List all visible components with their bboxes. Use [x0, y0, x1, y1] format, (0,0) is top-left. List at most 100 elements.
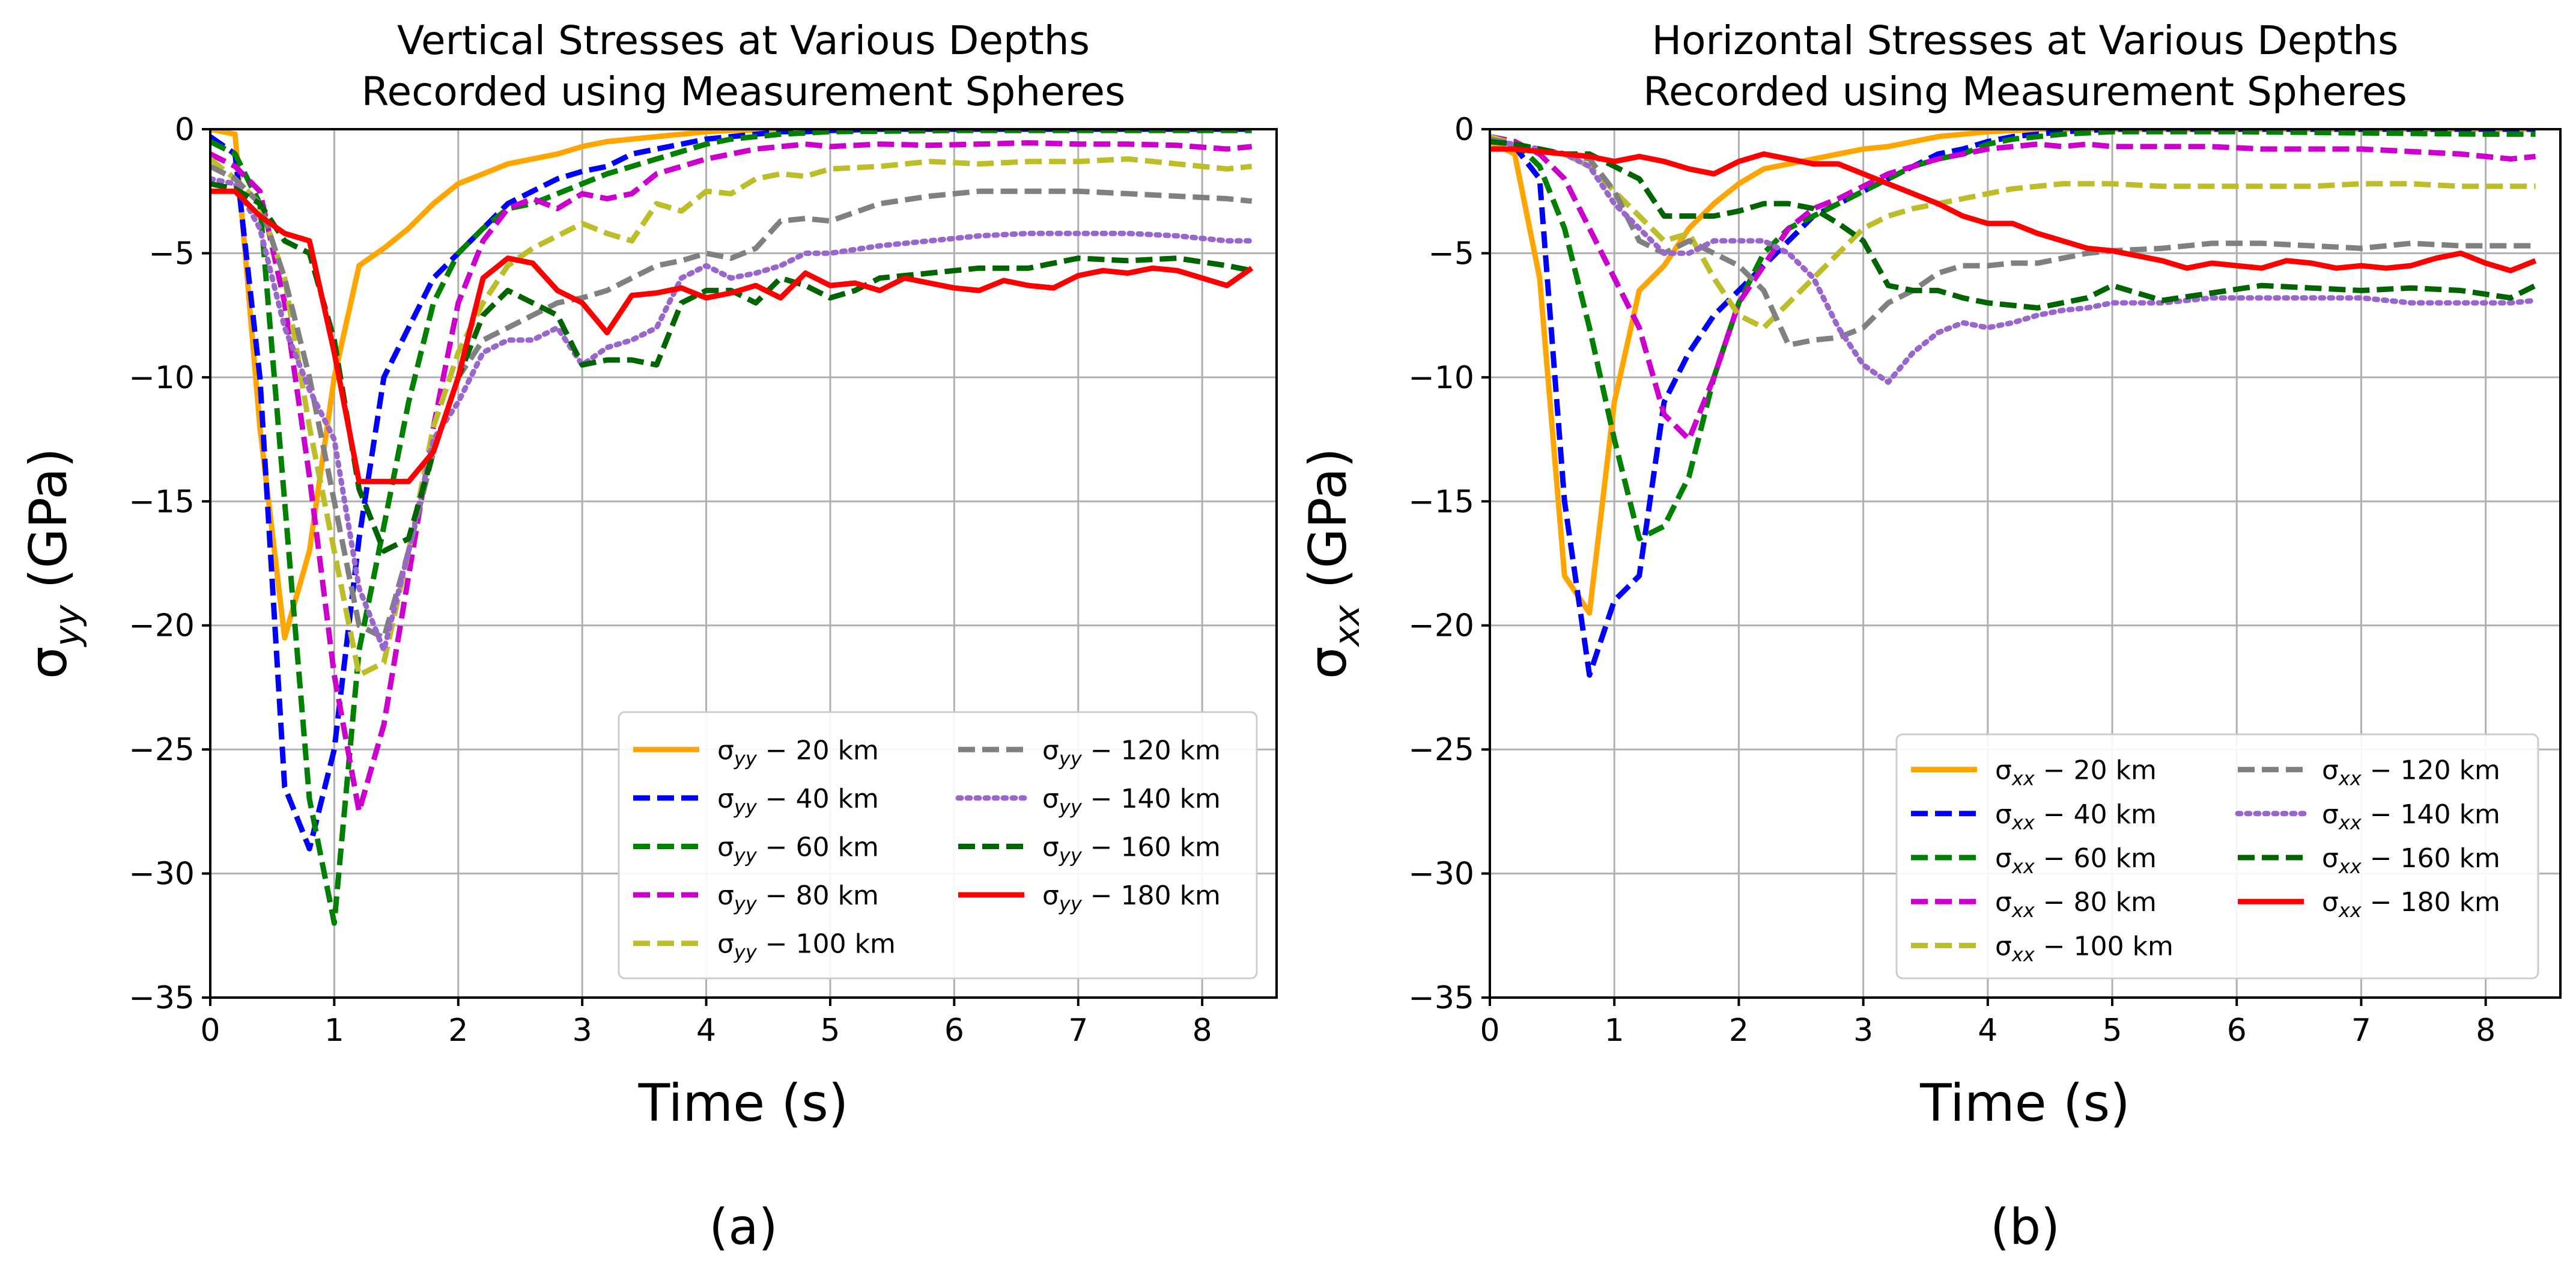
panel-b-legend-label: σxx − 20 km: [1995, 755, 2157, 790]
panel-b-legend-label: σxx − 160 km: [2322, 843, 2500, 878]
panel-a-x-tick-label: 0: [200, 1013, 220, 1049]
panel-a-legend-label-symbol: σ: [717, 832, 734, 863]
panel-a-legend-label-depth: − 20 km: [757, 735, 879, 766]
panel-b-series-line-60km: [1490, 129, 2536, 541]
panel-a-series-group: [210, 129, 1255, 926]
panel-b-legend-label: σxx − 100 km: [1995, 931, 2174, 966]
panel-a-x-tick-label: 8: [1192, 1013, 1212, 1049]
panel-a-legend-label-subscript: yy: [734, 747, 758, 770]
panel-b-legend-label: σxx − 80 km: [1995, 887, 2157, 922]
panel-a-y-axis-label: σyy (GPa): [19, 448, 88, 679]
panel-b-series-group: [1490, 129, 2539, 678]
panel-b-legend-label-symbol: σ: [1995, 799, 2012, 830]
panel-b-y-axis-label: σxx (GPa): [1298, 448, 1367, 679]
panel-a-series-line-80km: [210, 140, 1253, 814]
panel-b-y-tick-label: −20: [1408, 608, 1474, 644]
panel-a-legend-label-symbol: σ: [717, 784, 734, 814]
panel-b-x-tick-label: 6: [2227, 1013, 2247, 1049]
panel-a-legend-label-subscript: yy: [734, 844, 758, 867]
panel-b-title-line-2: Recorded using Measurement Spheres: [1643, 69, 2407, 115]
panel-a-y-axis-label-symbol: σ: [19, 646, 79, 679]
panel-a-legend-label-subscript: yy: [734, 941, 758, 964]
panel-a-y-tick-label: −25: [129, 732, 195, 768]
panel-b-y-tick-label: −5: [1428, 236, 1474, 272]
panel-a-legend-label-depth: − 80 km: [757, 880, 879, 911]
panel-a-legend-label: σyy − 40 km: [717, 784, 879, 818]
panel-a-y-tick-label: −35: [129, 980, 195, 1016]
panel-b-legend-label-subscript: xx: [2011, 811, 2035, 834]
panel-b-series-line-160km: [1490, 139, 2537, 311]
panel-b-legend-label-depth: − 40 km: [2035, 799, 2157, 830]
panel-b-legend-label: σxx − 140 km: [2322, 799, 2500, 834]
panel-a-x-tick-label: 3: [573, 1013, 592, 1049]
panel-b-series-line-100km: [1490, 134, 2536, 331]
panel-a-y-tick-label: −5: [148, 236, 195, 272]
panel-b-series-line-140km: [1490, 139, 2539, 385]
panel-a-x-axis-label: Time (s): [638, 1073, 849, 1133]
panel-a-legend-label-depth: − 60 km: [757, 832, 879, 863]
panel-a-legend-label: σyy − 80 km: [717, 880, 879, 915]
panel-a-legend-label-depth: − 160 km: [1082, 832, 1221, 863]
panel-a-legend-label-symbol: σ: [1042, 784, 1059, 814]
panel-a-legend-label-subscript: yy: [1059, 796, 1083, 818]
panel-a-series-line-140km: [210, 176, 1255, 653]
panel-a-x-tick-label: 1: [324, 1013, 344, 1049]
panel-b-y-tick-label: −35: [1408, 980, 1474, 1016]
panel-b-x-tick-label: 2: [1729, 1013, 1749, 1049]
panel-a-legend-label-symbol: σ: [1042, 735, 1059, 766]
panel-a-legend-label: σyy − 140 km: [1042, 784, 1221, 818]
panel-a-legend-label-subscript: yy: [734, 892, 758, 915]
panel-b-legend-label-symbol: σ: [1995, 931, 2012, 962]
panel-b-title-line-1: Horizontal Stresses at Various Depths: [1651, 17, 2398, 64]
panel-a-caption: (a): [709, 1199, 777, 1256]
panel-a-y-tick-label: −20: [129, 608, 195, 644]
panel-b-legend-label-symbol: σ: [1995, 887, 2012, 918]
panel-b-x-tick-label: 8: [2476, 1013, 2496, 1049]
panel-b-series-line-20km: [1490, 129, 2536, 616]
panel-b-legend-frame: [1895, 733, 2539, 980]
panel-b-y-tick-label: 0: [1454, 112, 1474, 148]
panel-b-y-tick-label: −30: [1408, 856, 1474, 892]
panel-b-series-line-80km: [1490, 133, 2536, 442]
panel-a-legend-label: σyy − 100 km: [717, 929, 896, 964]
panel-b-legend-label: σxx − 120 km: [2322, 755, 2500, 790]
panel-b-legend-label-subscript: xx: [2338, 767, 2362, 790]
panel-b-legend-label-symbol: σ: [2322, 799, 2339, 830]
panel-a-x-tick-label: 2: [448, 1013, 468, 1049]
panel-b-caption: (b): [1990, 1199, 2060, 1256]
panel-b-legend-label: σxx − 180 km: [2322, 887, 2500, 922]
panel-a-y-tick-label: 0: [175, 112, 195, 148]
panel-a-x-tick-label: 4: [696, 1013, 716, 1049]
panel-b-legend-label: σxx − 60 km: [1995, 843, 2157, 878]
panel-a-axes-frame: [209, 128, 1278, 999]
panel-a-legend-label: σyy − 20 km: [717, 735, 879, 770]
panel-b-x-tick-label: 0: [1480, 1013, 1499, 1049]
panel-b-x-tick-label: 1: [1605, 1013, 1624, 1049]
panel-b-legend-label-depth: − 120 km: [2362, 755, 2500, 786]
panel-a-legend-label-symbol: σ: [717, 735, 734, 766]
panel-a-y-tick-label: −30: [129, 856, 195, 892]
panel-b-legend-label-subscript: xx: [2011, 855, 2035, 878]
panel-b-y-axis-label-units: (GPa): [1298, 448, 1358, 605]
panel-horizontal-stresses: Horizontal Stresses at Various Depths Rec…: [1298, 17, 2562, 1256]
panel-a-series-line-180km: [210, 188, 1254, 484]
panel-a-legend-label: σyy − 60 km: [717, 832, 879, 867]
panel-a-series-line-40km: [210, 129, 1252, 852]
panel-b-legend-label-depth: − 80 km: [2035, 887, 2157, 918]
panel-b-y-axis-label-symbol: σ: [1298, 646, 1358, 679]
panel-b-y-tick-label: −25: [1408, 732, 1474, 768]
panel-a-legend-label-depth: − 140 km: [1082, 784, 1221, 814]
panel-b-legend-label-symbol: σ: [1995, 755, 2012, 786]
panel-a-legend-label-depth: − 100 km: [757, 929, 896, 960]
panel-a-y-tick-label: −10: [129, 360, 195, 396]
panel-a-legend-label-depth: − 180 km: [1082, 880, 1221, 911]
panel-b-legend-label-depth: − 100 km: [2035, 931, 2174, 962]
panel-b-y-tick-label: −15: [1408, 484, 1474, 520]
panel-a-legend-label-depth: − 120 km: [1082, 735, 1221, 766]
panel-a-y-tick-label: −15: [129, 484, 195, 520]
panel-a-title-line-1: Vertical Stresses at Various Depths: [397, 17, 1090, 64]
panel-b-legend-label-subscript: xx: [2011, 767, 2035, 790]
panel-a-legend-label: σyy − 160 km: [1042, 832, 1221, 867]
